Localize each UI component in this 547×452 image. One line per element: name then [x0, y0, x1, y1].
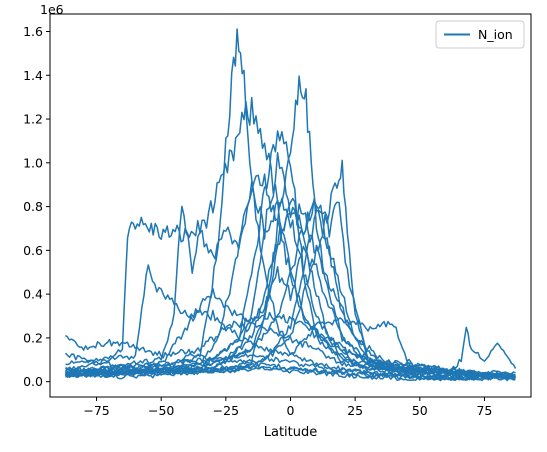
- n-ion-trace: [65, 366, 516, 382]
- n-ion-trace: [64, 173, 516, 380]
- x-axis-ticks: −75 −50 −25 0 25 50 75: [83, 397, 492, 418]
- y-tick-label: 1.4: [23, 68, 43, 83]
- y-tick-label: 0.2: [23, 330, 43, 345]
- y-tick-label: 1.6: [23, 24, 43, 39]
- x-tick-label: −25: [213, 403, 239, 418]
- x-tick-label: 75: [476, 403, 492, 418]
- y-tick-label: 1.0: [23, 155, 43, 170]
- x-tick-label: 50: [412, 403, 428, 418]
- y-tick-label: 1.2: [23, 112, 43, 127]
- n-ion-trace: [65, 197, 516, 379]
- x-tick-label: −50: [148, 403, 174, 418]
- legend: N_ion: [435, 20, 525, 49]
- n-ion-trace: [65, 245, 516, 380]
- y-tick-label: 0.0: [23, 374, 43, 389]
- y-tick-label: 0.4: [23, 287, 43, 302]
- axes-background: [50, 14, 531, 397]
- legend-label: N_ion: [478, 27, 513, 42]
- series-layer: [64, 28, 517, 382]
- x-tick-label: 0: [287, 403, 295, 418]
- n-ion-trace: [65, 201, 516, 379]
- legend-box: [435, 20, 525, 49]
- y-tick-label: 0.6: [23, 243, 43, 258]
- n-ion-trace: [65, 334, 516, 381]
- y-axis-ticks: 0.0 0.2 0.4 0.6 0.8 1.0 1.2 1.4 1.6: [23, 24, 50, 389]
- plot-area: [49, 13, 532, 398]
- x-tick-label: 25: [347, 403, 363, 418]
- y-tick-label: 0.8: [23, 199, 43, 214]
- x-tick-label: −75: [83, 403, 109, 418]
- x-axis-label: Latitude: [264, 425, 318, 440]
- y-axis-offset-label: 1e6: [40, 2, 64, 17]
